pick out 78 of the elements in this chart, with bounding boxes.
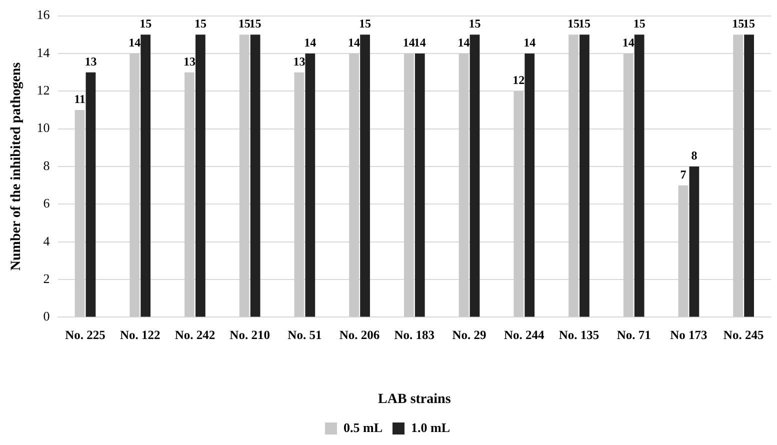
bar [678,185,688,317]
bar [86,72,96,317]
bar [250,34,260,317]
data-label: 15 [359,16,372,31]
y-tick-label: 12 [36,82,50,98]
bar [524,53,535,317]
bar [514,91,524,317]
data-label: 15 [732,16,744,31]
y-tick-label: 2 [43,270,50,286]
x-tick-label: No. 51 [288,328,322,342]
data-label: 13 [293,54,306,68]
data-label: 15 [249,16,262,31]
y-tick-label: 0 [43,308,50,324]
data-label: 15 [140,16,152,31]
bar [458,53,469,317]
bar [580,34,590,317]
bar [568,34,578,317]
x-tick-label: No. 29 [452,328,486,342]
data-label: 15 [578,16,590,31]
legend-label: 0.5 mL [344,420,383,435]
legend-label: 1.0 mL [411,420,450,435]
x-axis-title: LAB strains [378,392,452,408]
data-label: 14 [348,36,360,50]
bar [360,34,370,317]
bar [196,34,206,317]
bar [140,34,151,317]
x-tick-label: No. 210 [230,328,270,342]
data-label: 11 [74,92,86,106]
bar [294,72,304,317]
x-tick-label: No. 244 [504,328,546,342]
y-tick-label: 6 [43,196,50,211]
data-label: 12 [512,73,525,88]
data-label: 14 [524,36,536,50]
y-tick-label: 4 [43,233,50,248]
data-label: 14 [304,36,316,50]
data-label: 14 [128,36,141,50]
x-tick-label: No. 245 [723,328,764,342]
bar [305,53,316,317]
data-label: 15 [468,16,481,31]
data-label: 15 [568,16,580,31]
data-label: 13 [183,54,196,68]
data-label: 15 [633,16,646,31]
bar [634,34,644,317]
x-tick-label: No. 242 [174,328,216,342]
x-tick-label: No. 122 [120,328,160,342]
y-axis-title: Number of the inhibited pathogens [9,62,24,271]
x-tick-label: No. 183 [394,328,435,342]
data-label: 15 [194,16,206,31]
data-label: 7 [680,167,686,182]
bar [689,166,700,317]
bar [744,34,754,317]
x-tick-label: No. 206 [339,328,380,342]
y-tick-label: 16 [36,7,50,22]
data-label: 13 [84,54,97,68]
data-label: 14 [414,36,426,50]
bar [414,53,425,317]
y-tick-label: 8 [43,158,50,173]
data-label: 15 [743,16,756,31]
data-label: 14 [402,36,415,50]
data-label: 14 [458,36,470,50]
bar [349,53,359,317]
data-label: 14 [622,36,634,50]
bar [130,53,140,317]
bar [74,110,85,317]
x-tick-label: No 173 [670,328,708,342]
bar [470,34,480,317]
x-tick-label: No. 225 [65,328,106,342]
x-tick-label: No. 135 [558,328,600,342]
bar [623,53,634,317]
bar [239,34,250,317]
x-tick-label: No. 71 [616,328,651,342]
y-tick-label: 14 [36,44,50,60]
data-label: 8 [691,148,698,163]
bar [184,72,194,317]
bar [404,53,414,317]
y-tick-label: 10 [36,120,50,136]
bar [733,34,744,317]
data-label: 15 [238,16,250,31]
